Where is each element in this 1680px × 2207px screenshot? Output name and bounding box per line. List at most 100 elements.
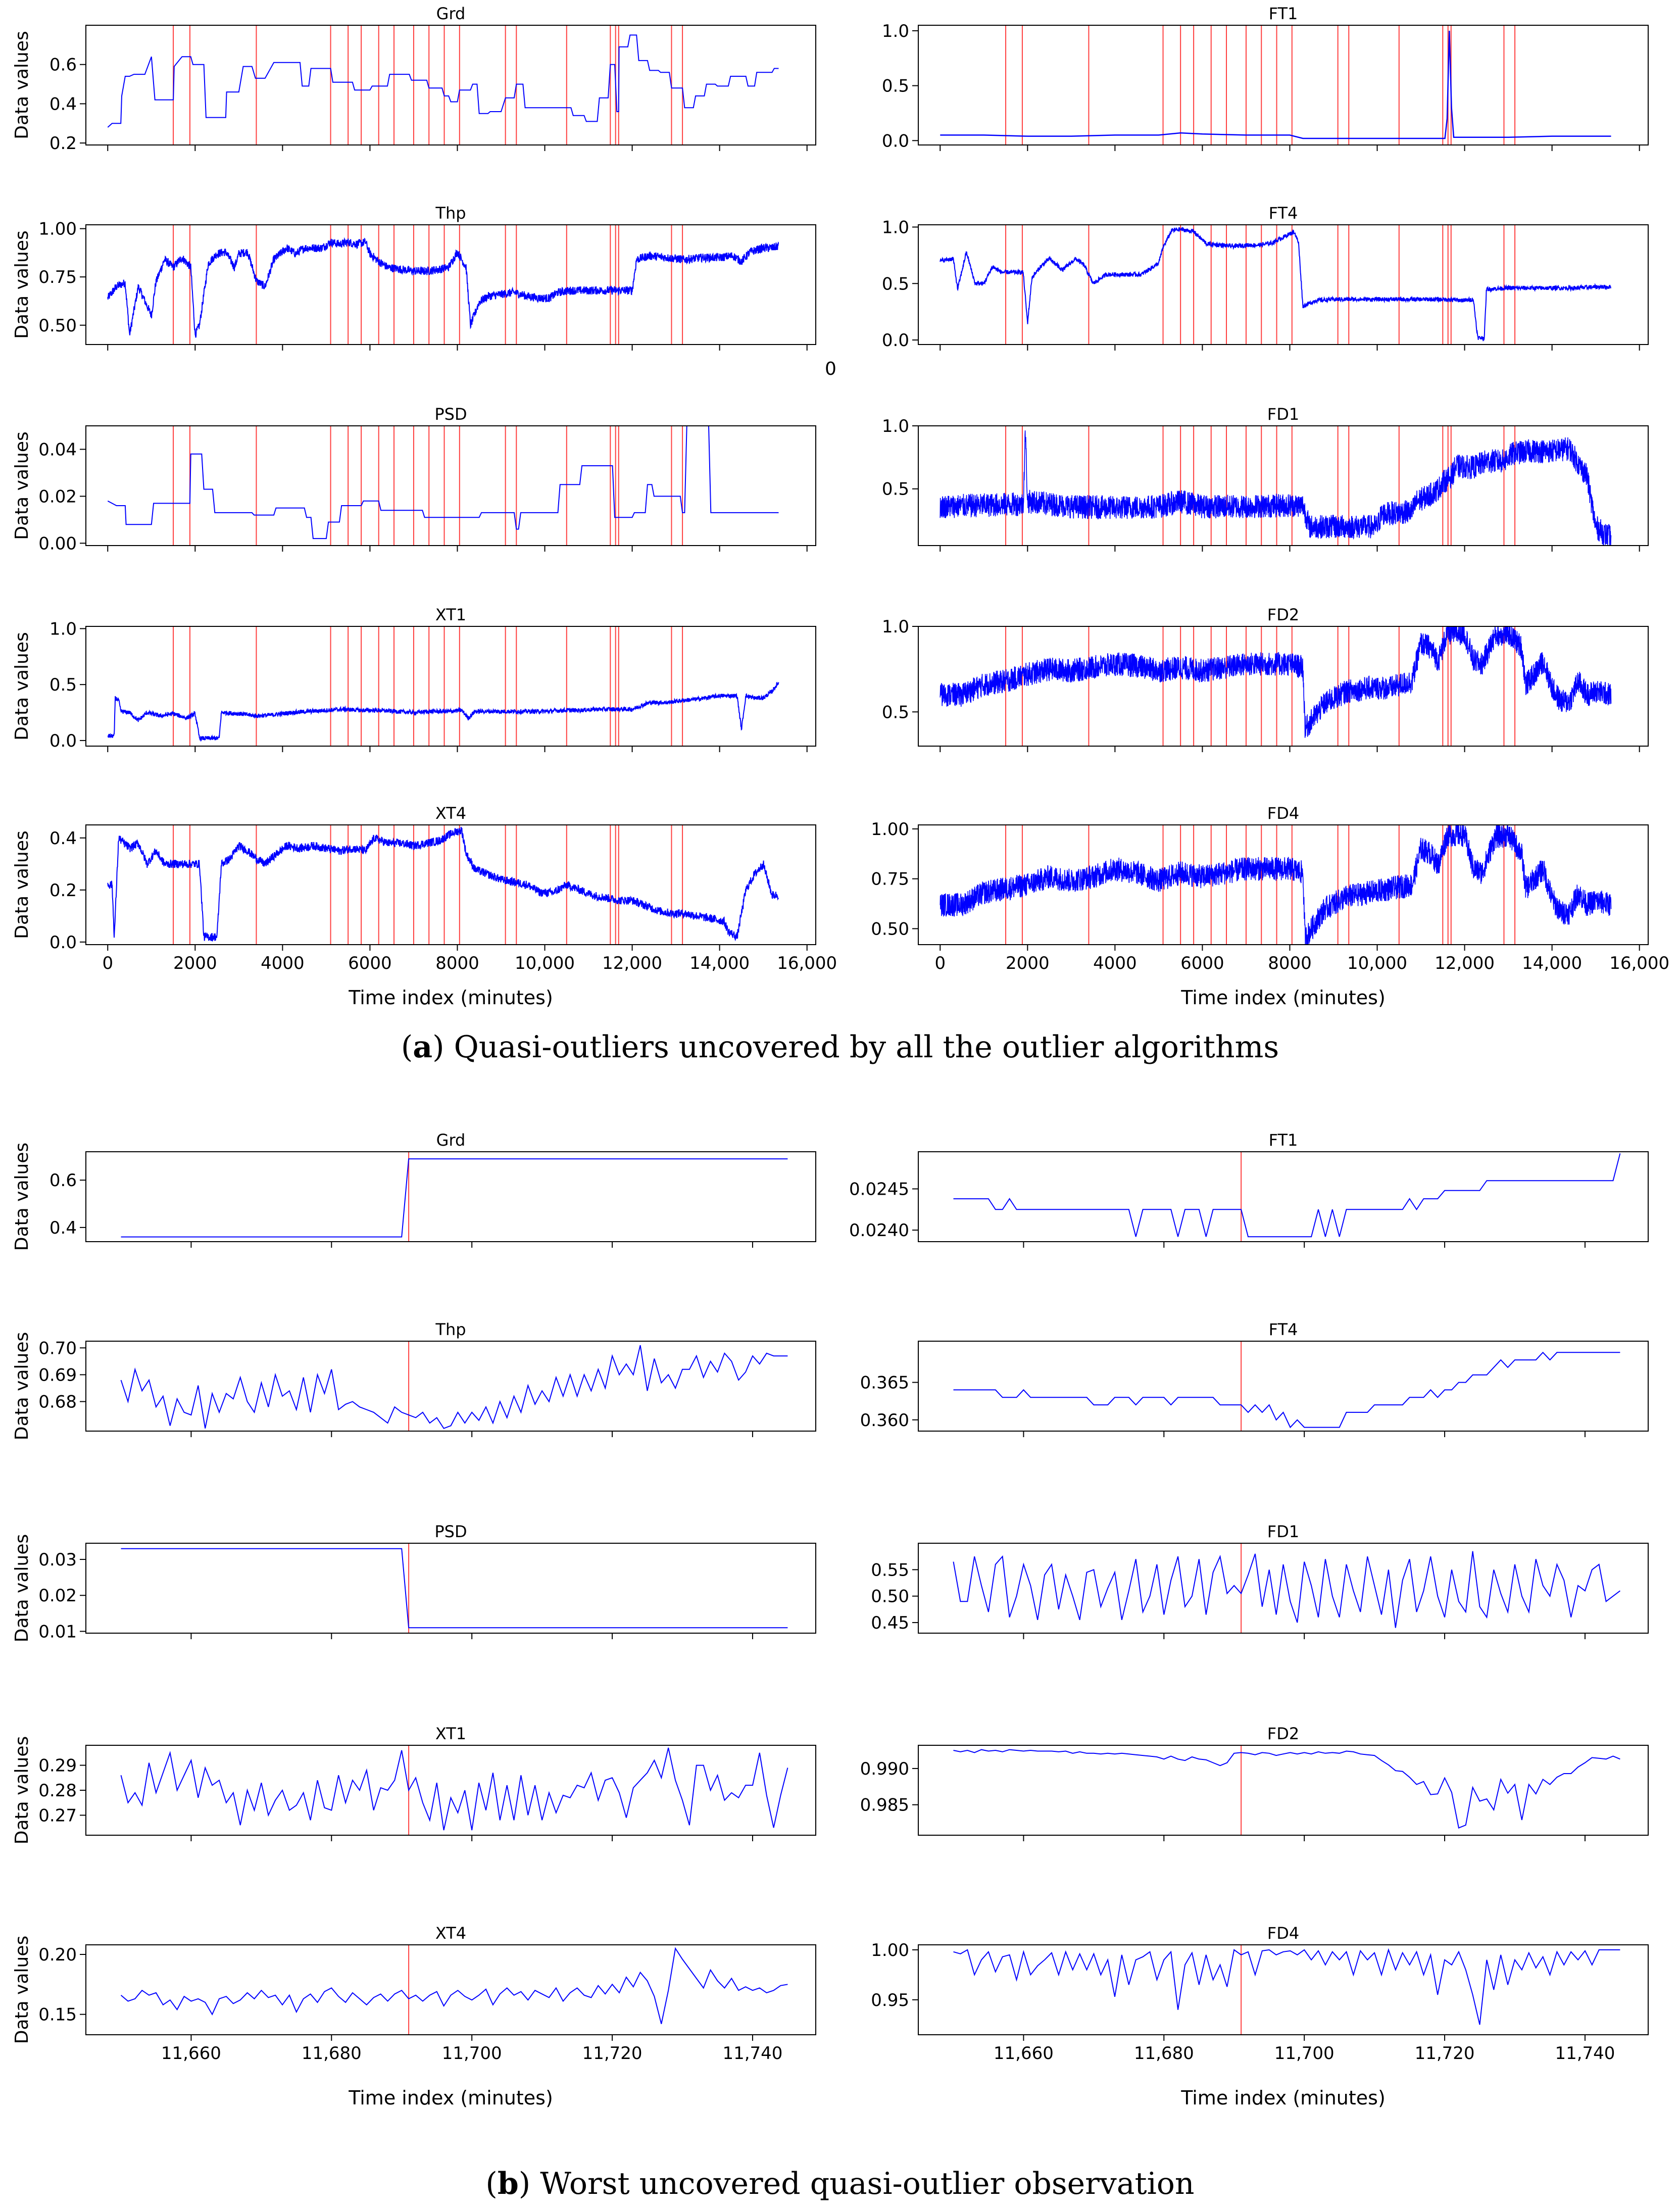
x-tick-label: 12,000 — [1435, 953, 1495, 973]
chart-title: Thp — [435, 204, 466, 223]
y-axis-label: Data values — [12, 830, 32, 939]
plot-frame — [918, 1151, 1649, 1242]
data-series — [107, 34, 779, 128]
data-series — [953, 1948, 1620, 2025]
y-tick-label: 0.28 — [38, 1781, 77, 1801]
chart-title: FD2 — [1267, 1724, 1299, 1743]
series-group — [953, 1551, 1621, 1628]
y-tick-label: 0.02 — [38, 1586, 77, 1606]
y-tick-label: 0.5 — [882, 274, 909, 294]
y-tick-label: 1.0 — [50, 619, 77, 639]
chart-b-psd: PSD 0.01 0.02 0.03 Data values — [12, 1522, 816, 1642]
x-tick-label: 8000 — [435, 953, 479, 973]
y-tick-label: 0.0 — [882, 330, 909, 351]
y-tick-label: 1.0 — [882, 416, 909, 436]
caption-a-label: a — [413, 1029, 433, 1065]
chart-a-xt4: XT4 0.0 0.2 0.4 0 2000 4000 6000 8000 10,000 12,00… — [12, 804, 837, 1009]
x-tick-label: 11,700 — [442, 2043, 502, 2064]
data-series — [940, 626, 1612, 738]
caption-b-label: b — [497, 2166, 519, 2201]
chart-title: FT4 — [1269, 204, 1298, 223]
chart-title: Grd — [436, 4, 466, 23]
chart-b-ft1: FT1 0.0240 0.0245 — [849, 1131, 1649, 1248]
data-series — [953, 1351, 1620, 1429]
series-group — [953, 1153, 1621, 1238]
series-group — [107, 426, 779, 540]
x-tick-label: 2000 — [1006, 953, 1050, 973]
data-series — [940, 226, 1611, 342]
data-series — [120, 1947, 788, 2024]
plot-frame — [85, 425, 816, 546]
data-series — [120, 1747, 788, 1831]
chart-a-thp: Thp 0.50 0.75 1.00 Data values — [12, 204, 816, 351]
y-tick-label: 0.50 — [38, 316, 77, 336]
x-tick-label: 0 — [102, 953, 113, 973]
plot-frame — [918, 824, 1649, 945]
chart-b-fd4: FD4 0.95 1.00 11,660 11,680 11,700 11,720 11,74… — [871, 1924, 1649, 2109]
chart-a-xt1: XT1 0.0 0.5 1.0 Data values — [12, 605, 816, 752]
y-tick-label: 0.5 — [50, 675, 77, 695]
y-tick-label: 0.95 — [871, 1990, 909, 2010]
y-tick-label: 0.5 — [882, 702, 909, 722]
y-axis-label: Data values — [12, 1736, 32, 1845]
y-tick-label: 0.0240 — [849, 1220, 909, 1241]
caption-a: (a) Quasi-outliers uncovered by all the … — [401, 1029, 1279, 1065]
y-tick-label: 1.0 — [882, 21, 909, 41]
data-series — [107, 826, 779, 942]
y-tick-label: 0.365 — [860, 1373, 909, 1393]
y-tick-label: 0.55 — [871, 1560, 909, 1580]
chart-a-ft1: FT1 0.0 0.5 1.0 — [882, 4, 1649, 151]
x-tick-label: 11,740 — [722, 2043, 782, 2064]
y-tick-label: 0.4 — [50, 828, 77, 849]
x-tick-label: 0 — [934, 953, 946, 973]
plot-frame — [918, 224, 1649, 345]
data-series — [107, 681, 779, 742]
chart-b-thp: Thp 0.68 0.69 0.70 Data values — [12, 1320, 816, 1440]
series-group — [121, 1158, 788, 1238]
series-group — [940, 226, 1611, 342]
chart-b-fd2: FD2 0.985 0.990 — [860, 1724, 1649, 1841]
caption-a-text: Quasi-outliers uncovered by all the outl… — [454, 1029, 1279, 1065]
plot-frame — [85, 626, 816, 747]
x-tick-label: 11,660 — [161, 2043, 221, 2064]
x-tick-label: 10,000 — [515, 953, 575, 973]
chart-title: Grd — [436, 1131, 466, 1150]
y-tick-label: 0.5 — [882, 479, 909, 500]
plot-frame — [85, 824, 816, 945]
x-axis-label: Time index (minutes) — [348, 2087, 553, 2109]
series-group — [107, 34, 779, 128]
y-axis-label: Data values — [12, 1143, 32, 1251]
chart-a-fd1: FD1 0.5 1.0 — [882, 405, 1649, 552]
x-tick-label: 10,000 — [1347, 953, 1407, 973]
y-tick-label: 0.04 — [38, 439, 77, 460]
y-tick-label: 0.50 — [871, 919, 909, 939]
y-tick-label: 0.68 — [38, 1392, 77, 1412]
data-series — [940, 430, 1612, 546]
x-tick-label: 16,000 — [1609, 953, 1669, 973]
chart-b-xt4: XT4 0.15 0.20 11,660 11,680 11,700 11,720 11,74… — [12, 1924, 816, 2109]
y-tick-label: 0.70 — [38, 1338, 77, 1358]
plot-frame — [85, 1944, 816, 2035]
y-tick-label: 0.6 — [50, 55, 77, 75]
data-series — [953, 1153, 1621, 1238]
x-tick-label: 11,680 — [1134, 2043, 1194, 2064]
data-series — [953, 1749, 1620, 1829]
y-tick-label: 0.360 — [860, 1410, 909, 1431]
y-axis-label: Data values — [12, 1936, 32, 2044]
y-tick-label: 0.0 — [50, 731, 77, 751]
x-axis-label: Time index (minutes) — [1180, 987, 1386, 1009]
y-tick-label: 0.990 — [860, 1759, 909, 1779]
y-tick-label: 0.0245 — [849, 1179, 909, 1199]
y-axis-label: Data values — [12, 431, 32, 540]
x-tick-label: 11,700 — [1274, 2043, 1335, 2064]
plot-frame — [918, 1543, 1649, 1634]
plot-frame — [85, 1151, 816, 1242]
chart-title: FT4 — [1269, 1320, 1298, 1339]
chart-a-ft4: FT4 0.0 0.5 1.0 — [882, 204, 1649, 351]
x-tick-label: 11,720 — [582, 2043, 643, 2064]
chart-title: FD2 — [1267, 605, 1299, 624]
y-tick-label: 0.01 — [38, 1622, 77, 1642]
y-tick-label: 0.15 — [38, 2005, 77, 2025]
y-tick-label: 1.00 — [871, 819, 909, 840]
series-group — [940, 430, 1612, 546]
